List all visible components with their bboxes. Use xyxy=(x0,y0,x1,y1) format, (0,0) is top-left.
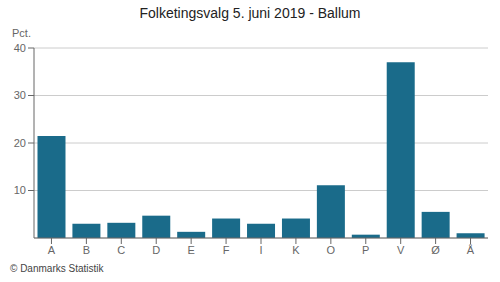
svg-text:I: I xyxy=(259,244,262,256)
svg-text:40: 40 xyxy=(14,42,26,54)
svg-text:K: K xyxy=(292,244,300,256)
svg-text:F: F xyxy=(223,244,230,256)
svg-text:A: A xyxy=(48,244,56,256)
svg-text:Å: Å xyxy=(467,244,475,256)
svg-text:10: 10 xyxy=(14,184,26,196)
html-text:Folketingsvalg 5. juni 2019 -: Folketingsvalg 5. juni 2019 - Ballum xyxy=(139,5,361,21)
svg-text:30: 30 xyxy=(14,89,26,101)
svg-text:Ø: Ø xyxy=(431,244,440,256)
svg-text:O: O xyxy=(327,244,336,256)
html-text:Pct.: Pct. xyxy=(12,27,31,39)
svg-text:D: D xyxy=(152,244,160,256)
svg-text:B: B xyxy=(83,244,90,256)
html-text:© Danmarks Statistik: © Danmarks Statistik xyxy=(10,263,104,274)
svg-text:E: E xyxy=(187,244,194,256)
svg-text:20: 20 xyxy=(14,137,26,149)
svg-text:P: P xyxy=(362,244,369,256)
svg-text:C: C xyxy=(117,244,125,256)
svg-text:V: V xyxy=(397,244,405,256)
